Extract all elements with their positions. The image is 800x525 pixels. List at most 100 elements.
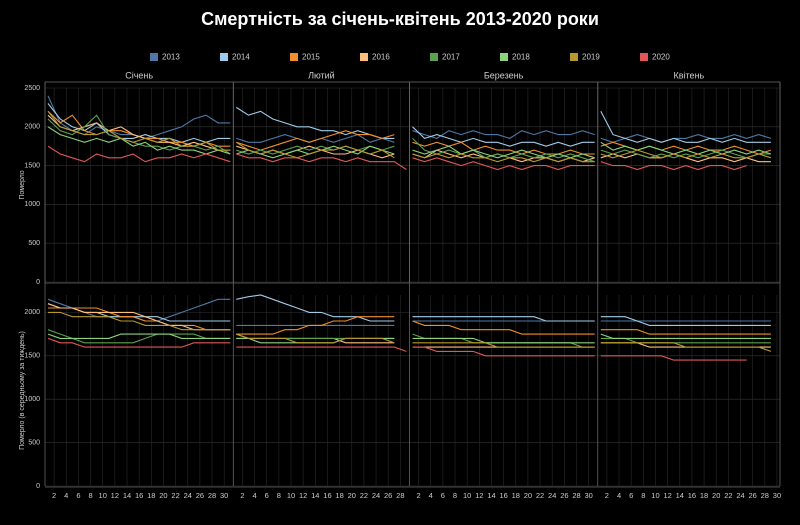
x-tick-label: 24 [548,491,556,500]
series-line [236,346,407,352]
x-tick-label: 28 [572,491,580,500]
series-line [47,145,231,163]
x-tick-label: 26 [384,491,392,500]
y-tick-label: 500 [28,439,40,446]
y-tick-label: 2000 [24,309,40,316]
legend-label: 2018 [512,53,530,62]
series-line [47,337,231,348]
legend-swatch [290,53,298,61]
x-tick-label: 24 [184,491,192,500]
x-tick-label: 10 [99,491,107,500]
x-tick-label: 22 [536,491,544,500]
legend-label: 2013 [162,53,180,62]
y-tick-label: 0 [36,279,40,286]
x-tick-label: 24 [372,491,380,500]
legend-swatch [500,53,508,61]
facet-label: Лютий [308,70,335,80]
legend-label: 2020 [652,53,670,62]
x-tick-label: 20 [348,491,356,500]
x-tick-label: 30 [773,491,781,500]
x-tick-label: 8 [277,491,281,500]
x-tick-label: 22 [360,491,368,500]
series-line [412,153,595,163]
y-axis-title: Померло [19,170,26,199]
series-line [600,149,772,159]
series-line [600,149,771,159]
x-tick-label: 14 [487,491,495,500]
x-tick-label: 2 [605,491,609,500]
series-line [412,157,595,171]
series-line [47,110,231,151]
x-tick-label: 28 [761,491,769,500]
x-tick-label: 18 [147,491,155,500]
series-line [412,316,595,322]
x-tick-label: 12 [475,491,483,500]
series-line [236,130,395,151]
x-tick-label: 12 [299,491,307,500]
x-tick-label: 24 [736,491,744,500]
x-tick-label: 20 [159,491,167,500]
x-tick-label: 4 [64,491,68,500]
x-tick-label: 18 [512,491,520,500]
x-tick-label: 14 [123,491,131,500]
x-tick-label: 26 [560,491,568,500]
series-line [412,346,595,357]
x-tick-label: 6 [76,491,80,500]
y-tick-label: 2000 [24,124,40,131]
legend-label: 2017 [442,53,460,62]
x-tick-label: 16 [323,491,331,500]
series-line [600,134,772,143]
x-tick-label: 4 [429,491,433,500]
x-tick-label: 8 [88,491,92,500]
legend-swatch [640,53,648,61]
series-line [47,333,231,339]
series-line [412,342,595,348]
legend-swatch [570,53,578,61]
x-tick-label: 28 [396,491,404,500]
legend-label: 2019 [582,53,600,62]
series-line [47,329,231,344]
series-line [236,106,395,139]
facet-label: Квітень [674,70,705,80]
series-line [412,126,595,147]
x-tick-label: 8 [453,491,457,500]
series-line [600,329,771,335]
x-tick-label: 26 [196,491,204,500]
series-line [600,337,771,344]
legend-swatch [430,53,438,61]
x-tick-label: 20 [712,491,720,500]
x-tick-label: 30 [220,491,228,500]
legend-label: 2016 [372,53,390,62]
facet-label: Січень [125,70,153,80]
series-line [236,153,407,170]
series-line [48,311,231,331]
x-tick-label: 4 [252,491,256,500]
y-axis-title: Померло (в середньому за тиждень) [19,331,26,450]
x-tick-label: 14 [311,491,319,500]
legend-swatch [360,53,368,61]
series-line [600,161,747,171]
x-tick-label: 2 [52,491,56,500]
series-line [600,342,772,352]
legend-label: 2014 [232,53,250,62]
series-line [48,307,231,331]
x-tick-label: 30 [584,491,592,500]
x-tick-label: 18 [335,491,343,500]
x-tick-label: 10 [287,491,295,500]
chart-title: Смертність за січень-квітень 2013-2020 р… [201,9,599,29]
series-line [412,130,595,140]
x-tick-label: 2 [416,491,420,500]
series-line [236,316,395,335]
series-line [412,141,595,155]
x-tick-label: 18 [700,491,708,500]
x-tick-label: 6 [441,491,445,500]
x-tick-label: 10 [651,491,659,500]
x-tick-label: 8 [641,491,645,500]
x-tick-label: 16 [499,491,507,500]
x-tick-label: 16 [688,491,696,500]
series-line [412,145,595,159]
x-tick-label: 10 [463,491,471,500]
x-tick-label: 2 [240,491,244,500]
